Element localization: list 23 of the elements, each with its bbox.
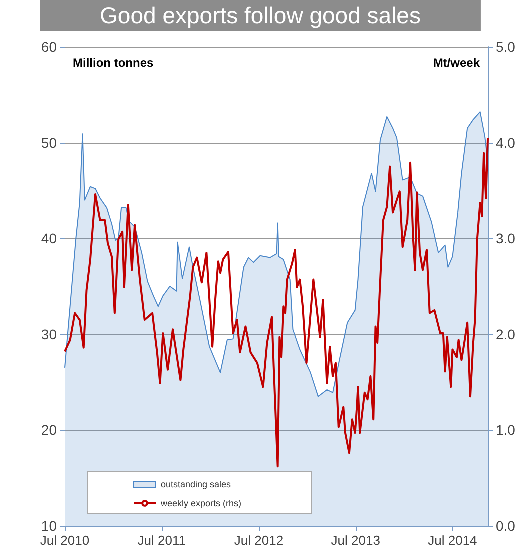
y-axis-title: Million tonnes: [73, 56, 154, 70]
y2-axis-title: Mt/week: [433, 56, 480, 70]
y-tick-label: 40: [41, 230, 58, 247]
legend-label: outstanding sales: [161, 480, 232, 490]
y-tick-label: 60: [41, 39, 58, 55]
y2-tick-label: 1.0: [496, 422, 516, 438]
y2-tick-label: 3.0: [496, 230, 516, 247]
y-tick-label: 30: [41, 326, 58, 342]
x-tick-label: Jul 2010: [40, 533, 90, 548]
legend-label: weekly exports (rhs): [160, 498, 242, 508]
y2-tick-label: 0.0: [496, 518, 516, 534]
y-tick-label: 20: [41, 422, 58, 438]
x-tick-label: Jul 2011: [138, 533, 186, 548]
y2-tick-label: 2.0: [496, 326, 516, 342]
line-series: [64, 137, 489, 468]
x-tick-label: Jul 2012: [234, 533, 284, 548]
y-tick-label: 10: [41, 518, 58, 534]
x-tick-label: Jul 2013: [331, 533, 380, 548]
y2-tick-label: 4.0: [496, 134, 516, 151]
y2-tick-label: 5.0: [496, 39, 516, 55]
y-tick-label: 50: [41, 134, 58, 151]
chart-title: Good exports follow good sales: [100, 2, 421, 28]
x-tick-label: Jul 2014: [428, 533, 478, 548]
